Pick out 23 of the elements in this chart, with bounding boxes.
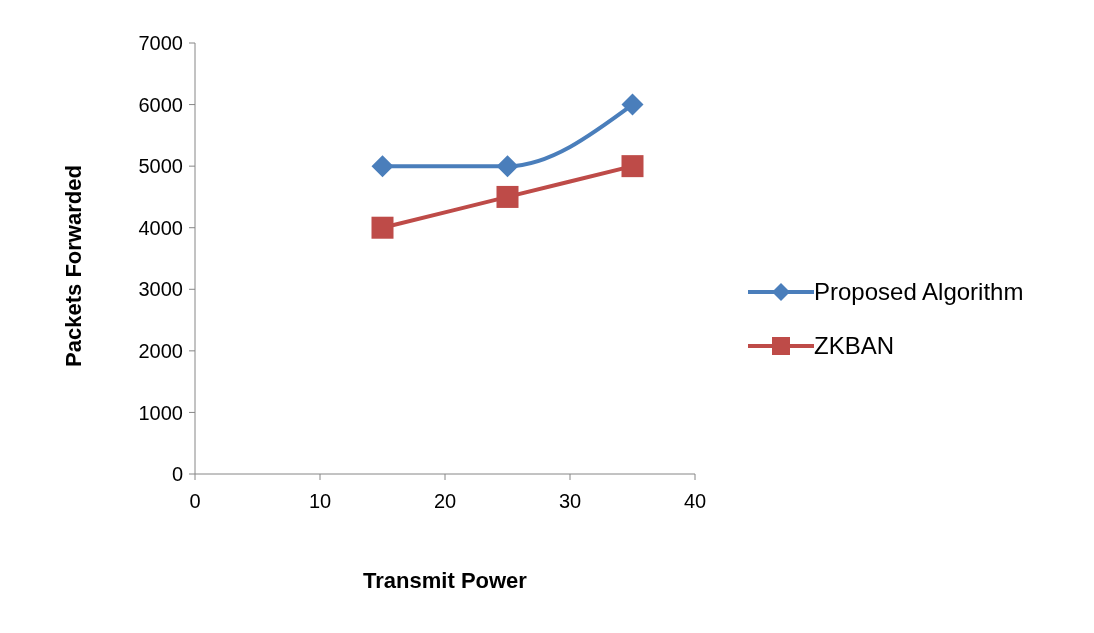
point: [621, 93, 644, 116]
x-tick-label: 20: [433, 490, 457, 513]
point: [496, 185, 519, 208]
point: [621, 155, 644, 178]
x-tick-label: 10: [308, 490, 332, 513]
y-tick-label: 2000: [138, 339, 183, 362]
legend-label: Proposed Algorithm: [814, 278, 1024, 306]
y-tick-label: 1000: [138, 401, 183, 424]
y-tick-label: 3000: [138, 278, 183, 301]
point: [371, 216, 394, 239]
y-tick-label: 4000: [138, 216, 183, 239]
x-tick-label: 30: [558, 490, 582, 513]
y-tick-label: 7000: [138, 32, 183, 55]
point: [371, 155, 394, 178]
y-tick-label: 0: [171, 463, 183, 486]
y-axis-title: Packets Forwarded: [61, 165, 87, 367]
y-tick-label: 6000: [138, 93, 183, 116]
x-tick-label: 40: [683, 490, 707, 513]
y-tick-label: 5000: [138, 155, 183, 178]
x-tick-label: 0: [189, 490, 201, 513]
point: [496, 155, 519, 178]
legend-label: ZKBAN: [814, 332, 895, 360]
x-axis-title: Transmit Power: [362, 568, 528, 594]
